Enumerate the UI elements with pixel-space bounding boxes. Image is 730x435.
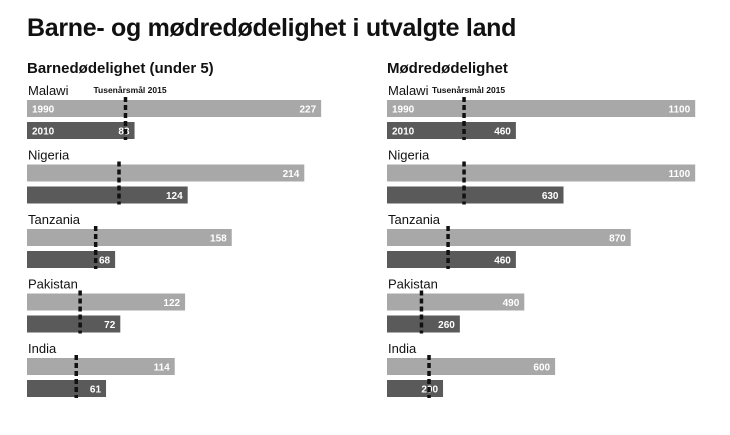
chart-main-title: Barne- og mødredødelighet i utvalgte lan… xyxy=(27,14,517,42)
country-label-nigeria: Nigeria xyxy=(388,148,430,163)
country-label-malawi: Malawi xyxy=(388,83,429,98)
panel-title-child-mortality: Barnedødelighet (under 5) xyxy=(27,60,214,77)
bar-2010-malawi xyxy=(27,122,135,139)
country-label-malawi: Malawi xyxy=(28,83,69,98)
value-label-2010-tanzania: 68 xyxy=(99,256,111,267)
country-group-pakistan: Pakistan 490 260 xyxy=(387,277,525,334)
panel-title-maternal-mortality: Mødredødelighet xyxy=(387,60,508,77)
value-label-1990-pakistan: 490 xyxy=(503,298,520,309)
bar-1990-malawi xyxy=(387,100,696,117)
bar-2010-nigeria xyxy=(27,186,188,204)
bar-2010-malawi xyxy=(387,122,516,139)
year-label-2010: 2010 xyxy=(392,127,415,138)
bar-2010-pakistan xyxy=(27,315,121,333)
value-label-1990-tanzania: 158 xyxy=(210,234,227,245)
value-label-2010-pakistan: 72 xyxy=(104,320,116,331)
country-label-pakistan: Pakistan xyxy=(388,277,438,292)
year-label-1990: 1990 xyxy=(32,105,55,116)
bar-1990-india xyxy=(387,358,556,375)
goal-label: Tusenårsmål 2015 xyxy=(93,85,166,95)
bar-2010-india xyxy=(27,380,107,397)
value-label-2010-india: 61 xyxy=(90,385,102,396)
value-label-1990-tanzania: 870 xyxy=(609,234,626,245)
year-label-1990: 1990 xyxy=(392,105,415,116)
value-label-2010-tanzania: 460 xyxy=(494,256,511,267)
bar-1990-india xyxy=(27,358,175,375)
bar-1990-nigeria xyxy=(27,164,305,182)
country-label-pakistan: Pakistan xyxy=(28,277,78,292)
bar-1990-pakistan xyxy=(387,293,525,311)
country-group-nigeria: Nigeria 214 124 xyxy=(27,148,305,205)
bar-2010-pakistan xyxy=(387,315,460,333)
bar-2010-tanzania xyxy=(27,251,116,268)
country-label-india: India xyxy=(388,341,417,356)
country-group-tanzania: Tanzania 158 68 xyxy=(27,212,232,269)
country-group-india: India600200 xyxy=(387,341,556,398)
country-label-india: India xyxy=(28,341,57,356)
maternal-mortality-panel: Mødredødelighet Malawi 1100 1990 460 2010 Tus… xyxy=(387,58,717,408)
value-label-1990-india: 114 xyxy=(154,363,171,374)
bar-1990-tanzania xyxy=(387,229,631,246)
country-label-tanzania: Tanzania xyxy=(388,212,441,227)
bar-1990-tanzania xyxy=(27,229,232,246)
value-label-2010-malawi: 460 xyxy=(494,127,511,138)
value-label-1990-malawi: 1100 xyxy=(668,105,690,116)
value-label-1990-pakistan: 122 xyxy=(163,298,180,309)
goal-label: Tusenårsmål 2015 xyxy=(432,85,505,95)
bar-2010-tanzania xyxy=(387,251,516,268)
bar-2010-india xyxy=(387,380,444,397)
year-label-2010: 2010 xyxy=(32,127,55,138)
country-label-nigeria: Nigeria xyxy=(28,148,70,163)
country-group-malawi: Malawi 1100 1990 460 2010 Tusenårsmål 2015 xyxy=(387,83,696,140)
maternal-mortality-chart: Malawi 1100 1990 460 2010 Tusenårsmål 2015 Nig… xyxy=(387,83,696,398)
country-group-india: India 114 61 xyxy=(27,341,175,398)
child-mortality-panel: Barnedødelighet (under 5) Malawi22719908… xyxy=(27,58,357,408)
bar-2010-nigeria xyxy=(387,186,564,204)
value-label-2010-nigeria: 124 xyxy=(166,191,183,202)
country-label-tanzania: Tanzania xyxy=(28,212,81,227)
bar-1990-malawi xyxy=(27,100,322,117)
country-group-pakistan: Pakistan 122 72 xyxy=(27,277,186,334)
value-label-2010-pakistan: 260 xyxy=(438,320,455,331)
value-label-1990-india: 600 xyxy=(533,363,550,374)
child-mortality-chart: Malawi2271990832010Tusenårsmål 2015Niger… xyxy=(27,83,322,398)
bar-1990-nigeria xyxy=(387,164,696,182)
country-group-malawi: Malawi2271990832010Tusenårsmål 2015 xyxy=(27,83,322,140)
country-group-tanzania: Tanzania 870 460 xyxy=(387,212,631,269)
value-label-2010-nigeria: 630 xyxy=(542,191,559,202)
value-label-1990-malawi: 227 xyxy=(299,105,316,116)
value-label-1990-nigeria: 1100 xyxy=(668,169,690,180)
value-label-1990-nigeria: 214 xyxy=(283,169,300,180)
bar-1990-pakistan xyxy=(27,293,186,311)
country-group-nigeria: Nigeria 1100 630 xyxy=(387,148,696,205)
